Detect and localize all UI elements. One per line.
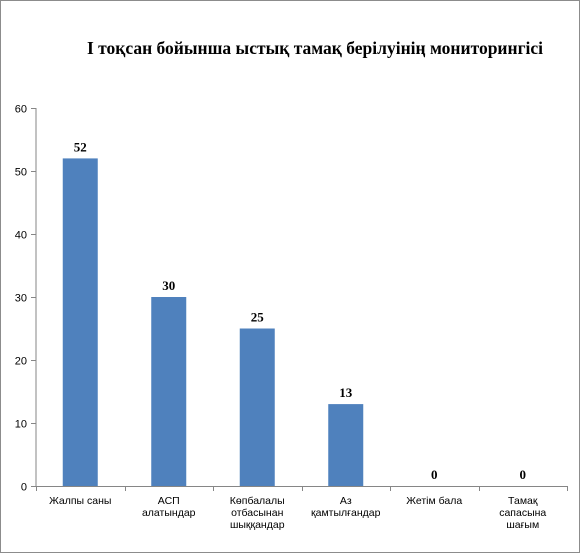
x-category-label: қамтылғандар [311,507,381,519]
x-category-label: Жалпы саны [49,495,111,507]
data-label: 52 [74,139,87,154]
chart-title: І тоқсан бойынша ыстық тамақ берілуінің … [86,38,544,58]
data-label: 0 [520,467,527,482]
x-category-label: шағым [506,519,539,531]
x-category-label: сапасына [499,507,546,519]
y-tick-label: 50 [15,167,27,179]
y-tick-label: 40 [15,230,27,242]
x-category-label: Тамақ [508,495,538,507]
x-category-label: алатындар [142,507,196,519]
bar [239,328,275,486]
data-label: 30 [162,278,175,293]
data-label: 0 [431,467,438,482]
bar [62,158,98,486]
y-tick-label: 0 [21,482,27,494]
bar [328,404,364,486]
y-tick-label: 10 [15,419,27,431]
y-tick-label: 30 [15,293,27,305]
x-category-label: Көпбалалы [230,495,285,507]
y-tick-label: 20 [15,356,27,368]
x-category-label: шыққандар [230,519,285,531]
bar [151,297,187,486]
x-category-label: Жетім бала [406,495,462,507]
data-label: 25 [251,310,265,325]
x-category-label: АСП [158,495,180,507]
x-category-label: Аз [340,495,352,507]
y-tick-label: 60 [15,104,27,116]
data-label: 13 [339,385,353,400]
x-category-label: отбасынан [231,507,283,519]
